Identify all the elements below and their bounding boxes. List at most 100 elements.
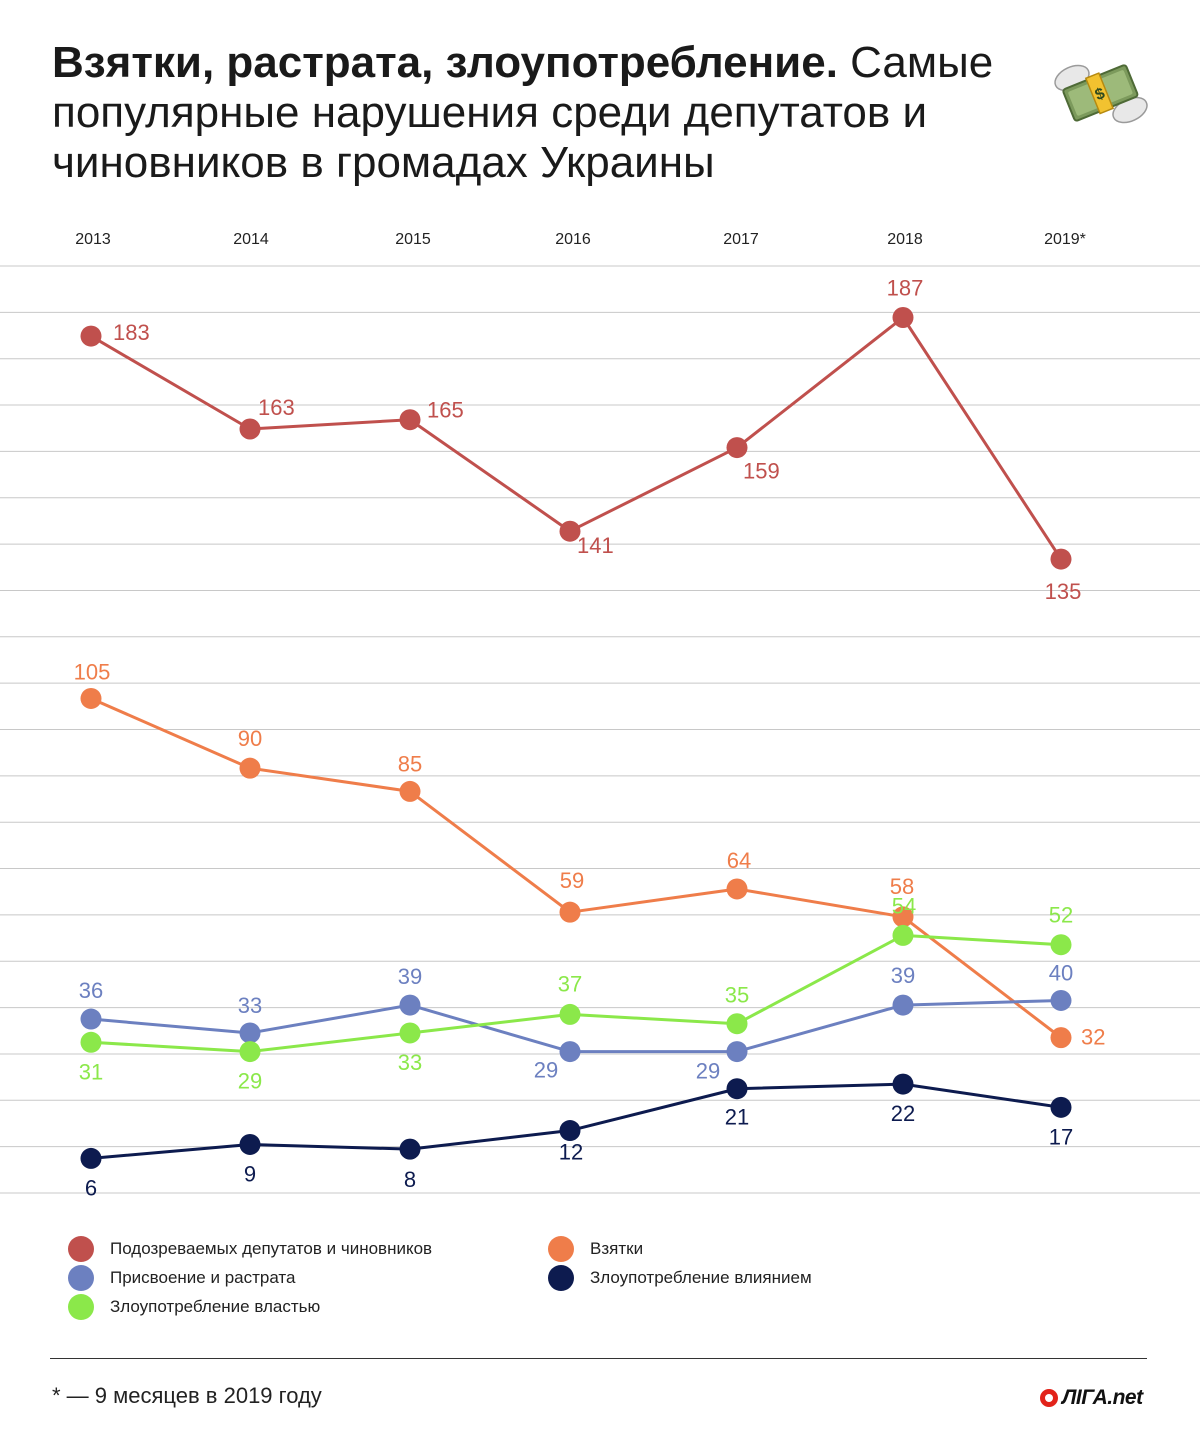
data-label-bribes: 58 (890, 874, 914, 899)
data-label-embezzlement: 29 (534, 1058, 558, 1083)
data-point-suspects (399, 409, 421, 431)
data-point-abuse-of-power (80, 1031, 102, 1053)
data-point-influence (559, 1120, 581, 1142)
legend-dot-suspects (68, 1236, 94, 1262)
data-point-abuse-of-power (892, 924, 914, 946)
data-point-bribes (559, 901, 581, 923)
data-point-influence (399, 1138, 421, 1160)
footer-divider (50, 1358, 1147, 1359)
data-point-bribes (80, 687, 102, 709)
data-label-abuse-of-power: 54 (892, 893, 916, 918)
legend-dot-bribes (548, 1236, 574, 1262)
legend-label-embezzlement: Присвоение и растрата (110, 1268, 296, 1287)
data-point-bribes (239, 757, 261, 779)
data-point-influence (892, 1073, 914, 1095)
data-point-bribes (726, 878, 748, 900)
x-tick-label: 2017 (723, 231, 759, 248)
legend-dot-abuse-of-power (68, 1294, 94, 1320)
title-rest: Самые популярные нарушения среди депутат… (52, 38, 994, 187)
data-point-embezzlement (1050, 989, 1072, 1011)
data-point-bribes (892, 906, 914, 928)
data-point-suspects (80, 325, 102, 347)
legend-dot-influence (548, 1265, 574, 1291)
data-label-bribes: 59 (560, 868, 584, 893)
title-bold: Взятки, растрата, злоупотребление. (52, 38, 838, 87)
data-label-influence: 12 (559, 1140, 583, 1165)
data-label-suspects: 187 (887, 275, 924, 300)
footnote: * — 9 месяцев в 2019 году (52, 1383, 322, 1408)
data-label-bribes: 105 (74, 659, 111, 684)
data-point-suspects (239, 418, 261, 440)
line-chart: 2013 2014 2015 2016 2017 2018 2019* 183 163 165 14… (0, 231, 1200, 1200)
data-label-influence: 9 (244, 1161, 256, 1186)
liga-logo[interactable]: ЛIГА.net (1040, 1386, 1143, 1410)
x-tick-label: 2015 (395, 231, 431, 248)
data-point-abuse-of-power (239, 1041, 261, 1063)
data-point-bribes (399, 780, 421, 802)
data-label-embezzlement: 39 (891, 963, 915, 988)
data-point-influence (1050, 1096, 1072, 1118)
data-point-embezzlement (399, 994, 421, 1016)
data-label-bribes: 64 (727, 848, 751, 873)
legend-item-abuse-of-power: Злоупотребление властью (68, 1294, 320, 1320)
data-label-influence: 22 (891, 1101, 915, 1126)
data-label-bribes: 90 (238, 726, 262, 751)
data-point-suspects (892, 306, 914, 328)
legend-label-suspects: Подозреваемых депутатов и чиновников (110, 1239, 433, 1258)
x-tick-label: 2014 (233, 231, 269, 248)
data-point-influence (726, 1078, 748, 1100)
data-point-embezzlement (80, 1008, 102, 1030)
legend-item-bribes: Взятки (548, 1236, 643, 1262)
data-label-embezzlement: 29 (696, 1059, 720, 1084)
legend-item-influence: Злоупотребление влиянием (548, 1265, 812, 1291)
data-point-embezzlement (239, 1022, 261, 1044)
data-point-influence (239, 1133, 261, 1155)
data-label-influence: 21 (725, 1105, 749, 1130)
data-label-abuse-of-power: 29 (238, 1069, 262, 1094)
x-tick-label: 2018 (887, 231, 923, 248)
x-tick-label: 2016 (555, 231, 591, 248)
data-point-abuse-of-power (726, 1013, 748, 1035)
legend: Подозреваемых депутатов и чиновников Взя… (68, 1232, 968, 1332)
data-label-abuse-of-power: 33 (398, 1050, 422, 1075)
data-label-embezzlement: 40 (1049, 960, 1073, 985)
data-label-suspects: 159 (743, 459, 780, 484)
logo-text: ЛIГА.net (1062, 1386, 1143, 1409)
data-label-abuse-of-power: 31 (79, 1059, 103, 1084)
x-tick-label: 2013 (75, 231, 111, 248)
data-label-suspects: 135 (1045, 579, 1082, 604)
data-point-abuse-of-power (399, 1022, 421, 1044)
data-point-abuse-of-power (1050, 934, 1072, 956)
data-point-embezzlement (726, 1041, 748, 1063)
x-tick-label: 2019* (1044, 231, 1086, 248)
data-point-suspects (559, 520, 581, 542)
data-label-abuse-of-power: 52 (1049, 903, 1073, 928)
legend-label-abuse-of-power: Злоупотребление властью (110, 1297, 321, 1316)
data-point-influence (80, 1147, 102, 1169)
data-point-suspects (1050, 548, 1072, 570)
data-point-suspects (726, 437, 748, 459)
legend-item-embezzlement: Присвоение и растрата (68, 1265, 295, 1291)
data-label-embezzlement: 36 (79, 978, 103, 1003)
data-label-influence: 8 (404, 1167, 416, 1192)
money-with-wings-icon: $ (1054, 64, 1148, 124)
data-label-suspects: 141 (577, 533, 614, 558)
data-label-suspects: 165 (427, 398, 464, 423)
data-point-embezzlement (559, 1041, 581, 1063)
legend-label-influence: Злоупотребление влиянием (590, 1268, 812, 1287)
data-point-abuse-of-power (559, 1003, 581, 1025)
liga-logo-icon (1040, 1389, 1058, 1407)
data-label-suspects: 183 (113, 320, 150, 345)
data-label-embezzlement: 39 (398, 964, 422, 989)
chart-title: Взятки, растрата, злоупотребление. Самые… (52, 38, 1042, 188)
data-label-abuse-of-power: 37 (558, 971, 582, 996)
data-label-influence: 17 (1049, 1124, 1073, 1149)
legend-dot-embezzlement (68, 1265, 94, 1291)
data-point-embezzlement (892, 994, 914, 1016)
data-label-bribes: 32 (1081, 1025, 1105, 1050)
data-point-bribes (1050, 1027, 1072, 1049)
data-label-bribes: 85 (398, 751, 422, 776)
legend-item-suspects: Подозреваемых депутатов и чиновников (68, 1236, 432, 1262)
data-label-abuse-of-power: 35 (725, 983, 749, 1008)
data-label-influence: 6 (85, 1175, 97, 1200)
